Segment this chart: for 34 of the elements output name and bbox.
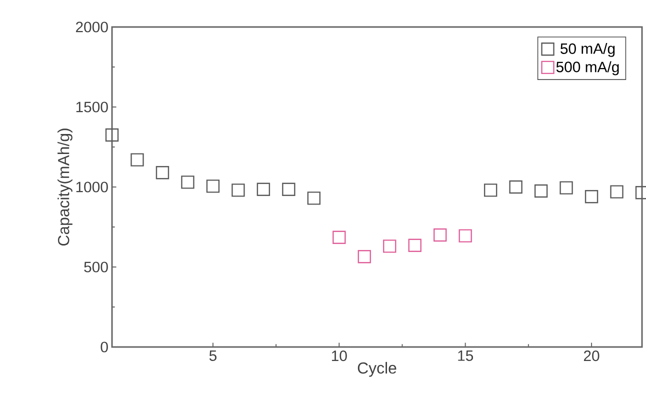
point xyxy=(383,240,396,253)
y-tick-label: 1500 xyxy=(76,102,108,112)
point xyxy=(484,184,498,197)
y-tick-label: 1000 xyxy=(76,182,108,192)
point xyxy=(181,176,194,189)
point xyxy=(584,190,598,204)
point xyxy=(256,182,270,196)
point xyxy=(307,192,321,205)
point xyxy=(156,166,170,180)
legend-label: 500 mA/g xyxy=(556,61,619,76)
x-tick-label: 5 xyxy=(209,350,216,361)
x-tick-label: 20 xyxy=(584,350,600,362)
point xyxy=(282,182,296,196)
point xyxy=(332,230,346,244)
y-tick-label: 500 xyxy=(84,262,108,272)
point xyxy=(458,229,472,242)
x-tick-label: 10 xyxy=(332,350,347,362)
point xyxy=(610,185,624,198)
x-axis-title: Cycle xyxy=(358,362,396,377)
point xyxy=(560,181,573,194)
legend-label: 50 mA/g xyxy=(560,42,615,57)
point xyxy=(105,128,119,142)
y-axis-title: Capacity(mAh/g) xyxy=(58,128,72,246)
point xyxy=(408,238,422,252)
x-tick-label: 15 xyxy=(458,350,474,361)
y-tick-label: 0 xyxy=(100,342,108,352)
point xyxy=(534,184,548,198)
point xyxy=(358,250,371,264)
point xyxy=(130,153,144,166)
point xyxy=(509,180,522,194)
point xyxy=(206,180,220,193)
point xyxy=(434,228,447,242)
y-tick-label: 2000 xyxy=(76,22,108,32)
point xyxy=(232,184,245,197)
